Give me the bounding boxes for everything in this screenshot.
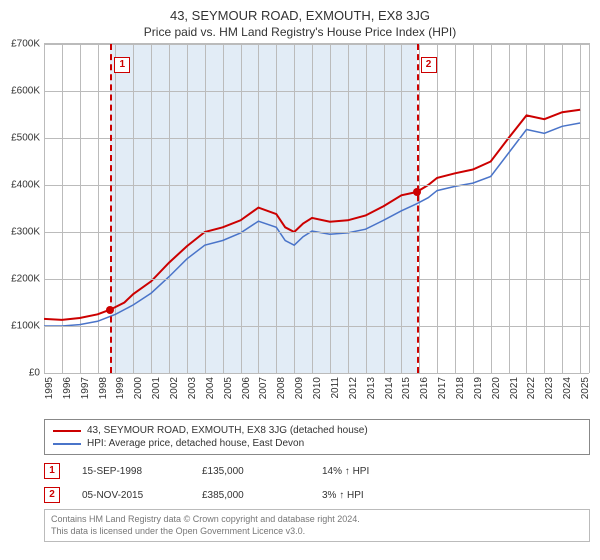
x-tick-label: 2021 [509,377,520,399]
x-tick-label: 1996 [62,377,73,399]
x-tick-label: 2013 [366,377,377,399]
x-tick-label: 1995 [44,377,55,399]
sale-price: £135,000 [202,466,322,477]
x-tick-label: 1998 [98,377,109,399]
sale-date: 05-NOV-2015 [82,490,202,501]
footer-line: This data is licensed under the Open Gov… [51,526,583,538]
x-tick-label: 2005 [223,377,234,399]
sale-date: 15-SEP-1998 [82,466,202,477]
x-tick-label: 2011 [330,377,341,399]
x-tick-label: 2017 [437,377,448,399]
x-tick-label: 2025 [580,377,591,399]
x-tick-label: 2022 [526,377,537,399]
x-tick-label: 2015 [401,377,412,399]
legend-row: HPI: Average price, detached house, East… [53,437,581,450]
table-row: 2 05-NOV-2015 £385,000 3% ↑ HPI [44,483,590,507]
table-row: 1 15-SEP-1998 £135,000 14% ↑ HPI [44,459,590,483]
x-tick-label: 2019 [473,377,484,399]
chart-area: £0£100K£200K£300K£400K£500K£600K£700K12 [44,43,590,373]
y-tick-label: £200K [11,274,44,285]
series-hpi [44,123,580,326]
legend-row: 43, SEYMOUR ROAD, EXMOUTH, EX8 3JG (deta… [53,424,581,437]
sale-delta: 3% ↑ HPI [322,490,442,501]
legend-label: HPI: Average price, detached house, East… [87,438,304,449]
x-tick-label: 2023 [544,377,555,399]
y-tick-label: £500K [11,133,44,144]
x-tick-label: 2003 [187,377,198,399]
x-tick-label: 2020 [491,377,502,399]
y-tick-label: £300K [11,227,44,238]
y-tick-label: £400K [11,180,44,191]
x-tick-label: 1999 [115,377,126,399]
x-tick-label: 2010 [312,377,323,399]
x-tick-label: 2009 [294,377,305,399]
legend-label: 43, SEYMOUR ROAD, EXMOUTH, EX8 3JG (deta… [87,425,368,436]
x-tick-label: 2016 [419,377,430,399]
x-tick-label: 2024 [562,377,573,399]
x-tick-label: 2001 [151,377,162,399]
sale-dot [413,188,421,196]
attribution-footer: Contains HM Land Registry data © Crown c… [44,509,590,542]
x-tick-label: 2012 [348,377,359,399]
sale-marker-1: 1 [44,463,60,479]
y-tick-label: £600K [11,86,44,97]
chart-subtitle: Price paid vs. HM Land Registry's House … [0,23,600,43]
x-tick-label: 2002 [169,377,180,399]
x-tick-label: 2007 [258,377,269,399]
y-tick-label: £100K [11,321,44,332]
x-tick-label: 1997 [80,377,91,399]
legend-box: 43, SEYMOUR ROAD, EXMOUTH, EX8 3JG (deta… [44,419,590,455]
sale-marker-2: 2 [44,487,60,503]
x-tick-label: 2000 [133,377,144,399]
sale-marker-box: 1 [114,57,130,73]
legend-swatch [53,430,81,432]
x-tick-label: 2018 [455,377,466,399]
y-tick-label: £0 [29,368,44,379]
x-tick-label: 2004 [205,377,216,399]
sale-price: £385,000 [202,490,322,501]
sales-table: 1 15-SEP-1998 £135,000 14% ↑ HPI 2 05-NO… [44,459,590,507]
legend-swatch [53,443,81,445]
sale-marker-box: 2 [421,57,437,73]
footer-line: Contains HM Land Registry data © Crown c… [51,514,583,526]
series-property [44,110,580,320]
sale-delta: 14% ↑ HPI [322,466,442,477]
x-tick-label: 2008 [276,377,287,399]
x-tick-label: 2014 [384,377,395,399]
x-axis-labels: 1995 1996 1997 1998 1999 2000 2001 2002 2003 2004… [44,373,590,413]
y-tick-label: £700K [11,39,44,50]
x-tick-label: 2006 [241,377,252,399]
sale-dot [106,306,114,314]
chart-title: 43, SEYMOUR ROAD, EXMOUTH, EX8 3JG [0,0,600,23]
